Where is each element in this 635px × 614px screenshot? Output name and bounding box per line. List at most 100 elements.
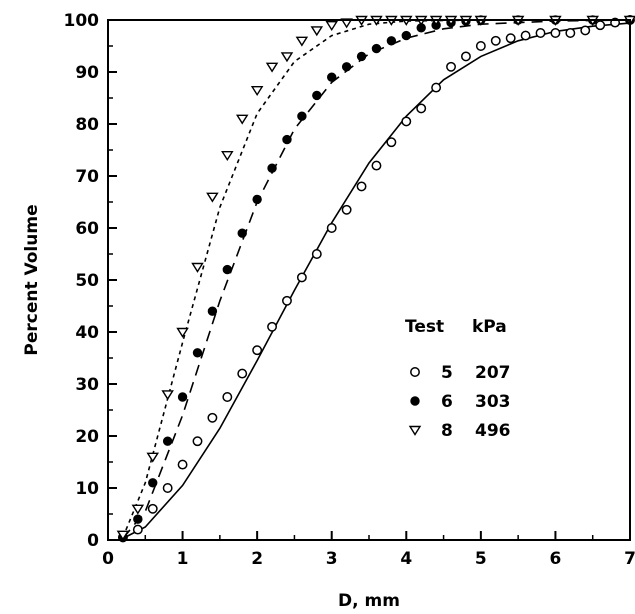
data-point-test-6	[371, 43, 382, 54]
legend-kpa-value: 496	[475, 421, 511, 441]
legend-test-number: 5	[441, 363, 453, 383]
legend-kpa-value: 207	[475, 363, 511, 383]
legend-header-kpa: kPa	[472, 317, 507, 337]
y-tick-label: 20	[75, 427, 99, 447]
data-point-test-8	[295, 36, 309, 47]
data-point-test-6	[312, 90, 322, 101]
x-tick-label: 4	[400, 549, 412, 569]
data-point-test-5	[177, 459, 188, 470]
data-point-test-5	[222, 392, 233, 402]
data-point-test-5	[565, 28, 576, 38]
data-point-test-5	[132, 524, 143, 535]
data-point-test-5	[520, 30, 531, 41]
data-point-test-6	[282, 134, 292, 145]
data-point-test-5	[475, 41, 486, 51]
data-point-test-5	[446, 61, 456, 72]
y-tick-label: 0	[87, 531, 99, 551]
legend-rows: 5 207 6 303 8 496	[408, 363, 511, 441]
data-point-test-8	[235, 114, 249, 125]
data-point-test-8	[116, 530, 130, 541]
y-tick-label: 60	[75, 219, 99, 239]
x-tick-label: 0	[102, 549, 114, 569]
legend-test-number: 8	[441, 421, 453, 441]
legend-test-number: 6	[441, 392, 453, 412]
data-point-test-5	[147, 503, 158, 514]
legend-marker-test-5	[410, 367, 420, 377]
y-tick-label: 90	[75, 63, 99, 83]
legend-header-test: Test	[405, 317, 444, 337]
data-point-test-5	[356, 181, 367, 192]
data-point-test-6	[133, 514, 143, 524]
data-point-test-5	[505, 33, 516, 44]
data-point-test-6	[162, 436, 173, 446]
data-point-test-5	[341, 204, 352, 215]
legend-kpa-value: 303	[475, 392, 511, 412]
x-axis-label: D, mm	[338, 591, 400, 611]
data-point-test-8	[161, 390, 174, 401]
data-point-test-5	[550, 28, 561, 38]
data-point-test-5	[386, 137, 397, 148]
x-tick-label: 2	[251, 549, 263, 569]
legend-marker-test-6	[410, 396, 420, 406]
data-point-test-6	[252, 194, 262, 205]
x-tick-label: 6	[550, 549, 562, 569]
data-point-test-5	[192, 436, 203, 447]
data-point-test-6	[386, 36, 397, 46]
x-tick-label: 3	[326, 549, 338, 569]
y-tick-label: 80	[75, 115, 99, 135]
y-axis-ticks: 0 10 20 30 40 50 60 70 80 90 100	[64, 11, 117, 551]
data-point-test-5	[326, 223, 337, 233]
y-tick-label: 10	[75, 479, 99, 499]
data-point-test-5	[460, 51, 471, 62]
data-point-test-5	[267, 321, 278, 332]
data-point-test-8	[146, 452, 160, 463]
data-point-test-8	[131, 504, 145, 515]
data-point-test-6	[148, 478, 158, 488]
y-tick-label: 70	[75, 167, 99, 187]
data-point-test-6	[401, 30, 411, 41]
y-axis-label: Percent Volume	[22, 204, 42, 355]
data-point-test-8	[191, 262, 204, 273]
legend-marker-test-8	[408, 425, 422, 436]
data-point-test-6	[222, 264, 233, 275]
data-point-test-5	[311, 249, 322, 259]
data-point-test-5	[282, 295, 292, 306]
x-tick-label: 5	[475, 549, 487, 569]
data-point-test-5	[580, 25, 591, 36]
data-point-test-5	[595, 20, 606, 31]
data-point-test-6	[207, 306, 218, 316]
data-point-test-6	[341, 62, 352, 72]
x-axis-ticks: 0 1 2 3 4 5 6 7	[102, 531, 635, 569]
data-point-test-6	[327, 72, 337, 82]
data-point-test-5	[401, 116, 412, 127]
data-point-test-8	[250, 85, 264, 97]
data-point-test-5	[207, 412, 218, 423]
data-point-test-8	[206, 192, 219, 203]
data-point-test-8	[176, 327, 189, 338]
data-point-test-6	[356, 51, 367, 62]
data-point-test-6	[192, 348, 203, 358]
data-point-test-5	[490, 35, 501, 46]
x-tick-label: 1	[177, 549, 189, 569]
data-point-test-8	[221, 150, 234, 162]
data-point-test-5	[237, 368, 248, 379]
data-point-test-8	[310, 26, 324, 37]
y-tick-label: 50	[75, 271, 99, 291]
data-point-test-6	[237, 228, 247, 238]
data-point-test-5	[535, 28, 546, 38]
data-point-test-8	[280, 52, 294, 63]
data-point-test-6	[297, 111, 307, 121]
y-tick-label: 100	[64, 11, 100, 31]
y-tick-label: 30	[75, 375, 99, 395]
y-tick-label: 40	[75, 323, 99, 343]
data-point-test-5	[371, 160, 382, 171]
data-point-test-5	[416, 103, 427, 114]
legend: Test kPa 5 207 6 303 8 496	[405, 317, 511, 441]
data-point-test-8	[325, 21, 338, 32]
data-point-test-6	[267, 163, 277, 173]
data-point-test-8	[265, 62, 279, 73]
data-point-test-5	[252, 345, 263, 356]
data-point-test-6	[177, 392, 188, 402]
